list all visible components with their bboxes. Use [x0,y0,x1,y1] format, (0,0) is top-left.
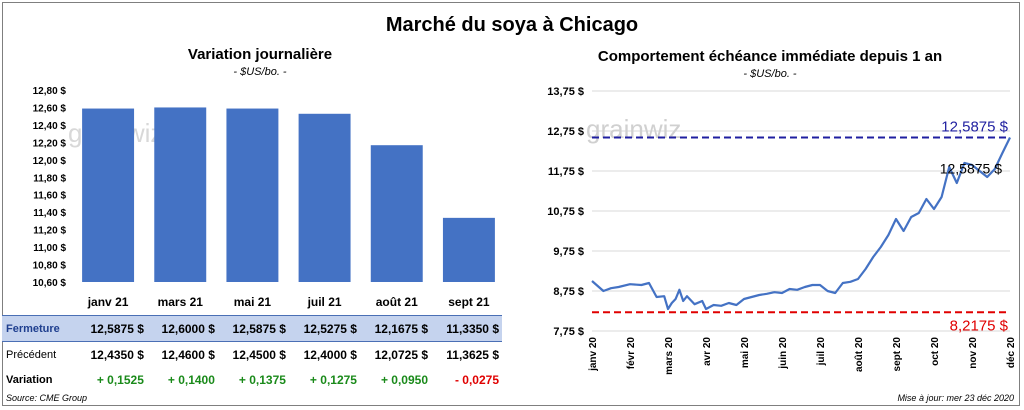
watermark: grainwiz [586,114,681,144]
table-cell: 12,4600 $ [161,347,215,362]
x-tick-label: août 21 [376,295,418,309]
main-title: Marché du soya à Chicago [385,14,639,36]
y-tick-label: 11,80 $ [33,173,66,184]
table-cell: 12,4500 $ [232,347,286,362]
table-cell: + 0,1525 [96,372,144,387]
y-tick-label: 12,40 $ [33,121,67,132]
line-chart-title: Comportement échéance immédiate depuis 1… [597,48,943,65]
y-tick-label: 12,20 $ [33,138,67,149]
price-table: Fermeture 12,5875 $ 12,6000 $ 12,5875 $ … [2,315,502,392]
y-tick-label: 11,00 $ [33,243,66,254]
table-cell: + 0,1375 [238,372,286,387]
y-tick-label: 10,80 $ [33,261,67,272]
x-tick-label: janv 20 [588,337,599,372]
table-row-close: Fermeture 12,5875 $ 12,6000 $ 12,5875 $ … [2,315,502,342]
table-cell: 12,5875 $ [217,315,289,342]
table-cell: + 0,1275 [309,372,357,387]
x-tick-label: sept 21 [448,295,490,309]
x-tick-label: mai 21 [234,295,272,309]
x-tick-label: juil 20 [816,337,827,367]
low-label: 8,2175 $ [950,317,1009,334]
y-tick-label: 8,75 $ [553,286,584,298]
bar [154,107,207,282]
table-cell: 12,4350 $ [90,347,144,362]
last-value-label: 12,5875 $ [940,161,1002,177]
table-cell: 12,0725 $ [374,347,428,362]
x-tick-label: juin 20 [778,337,789,370]
x-tick-label: déc 20 [1006,337,1017,369]
table-row-variation: Variation + 0,1525 + 0,1400 + 0,1375 + 0… [2,367,502,392]
y-tick-label: 12,60 $ [33,103,67,114]
table-cell: 12,4000 $ [303,347,357,362]
line-chart: 7,75 $ 8,75 $ 9,75 $ 10,75 $ 11,75 $ 12,75 $ 1… [547,86,1017,375]
row-label: Précédent [6,348,57,361]
table-cell: 12,1675 $ [359,315,431,342]
table-cell: + 0,0950 [380,372,428,387]
y-tick-label: 11,75 $ [548,166,584,178]
bar-chart: grainwiz10,60 $10,80 $11,00 $11,20 $11,4… [33,86,495,309]
bar [82,108,135,282]
bar [442,217,495,282]
bar-chart-subtitle: - $US/bo. - [233,66,287,78]
x-tick-label: sept 20 [892,337,903,372]
table-cell: 12,5275 $ [288,315,360,342]
y-tick-label: 9,75 $ [553,246,584,258]
x-tick-label: mars 20 [664,337,675,375]
table-row-previous: Précédent 12,4350 $ 12,4600 $ 12,4500 $ … [2,342,502,368]
y-tick-label: 12,00 $ [33,156,67,167]
source-note: Source: CME Group [6,393,88,403]
y-tick-label: 7,75 $ [553,326,584,338]
table-cell: 11,3350 $ [431,315,502,342]
y-tick-label: 12,80 $ [33,86,67,97]
x-tick-label: oct 20 [930,337,941,366]
bar-chart-title: Variation journalière [187,46,333,63]
line-chart-subtitle: - $US/bo. - [743,68,797,80]
x-tick-label: juil 21 [307,295,342,309]
panel-frame [2,2,1020,406]
y-tick-label: 10,75 $ [547,206,584,218]
x-tick-label: nov 20 [968,337,979,369]
table-cell: + 0,1400 [167,372,215,387]
table-cell: - 0,0275 [454,372,499,387]
x-tick-label: août 20 [854,337,865,372]
y-tick-label: 11,40 $ [33,208,66,219]
y-tick-label: 10,60 $ [33,278,67,289]
update-note: Mise à jour: mer 23 déc 2020 [897,393,1014,403]
row-label: Fermeture [2,315,76,342]
bar [370,145,423,282]
y-tick-label: 13,75 $ [547,86,584,98]
series-line [591,137,1011,311]
bar [298,113,351,282]
y-tick-label: 12,75 $ [547,126,584,138]
row-label: Variation [6,373,53,386]
x-tick-label: mars 21 [158,295,204,309]
table-cell: 12,6000 $ [146,315,218,342]
y-tick-label: 11,20 $ [33,226,66,237]
y-tick-label: 11,60 $ [33,191,66,202]
x-tick-label: févr 20 [626,337,637,370]
table-cell: 11,3625 $ [446,347,499,362]
bar [226,108,279,282]
x-tick-label: avr 20 [702,337,713,366]
table-cell: 12,5875 $ [75,315,147,342]
x-tick-label: mai 20 [740,337,751,369]
high-label: 12,5875 $ [941,119,1008,136]
x-tick-label: janv 21 [87,295,129,309]
